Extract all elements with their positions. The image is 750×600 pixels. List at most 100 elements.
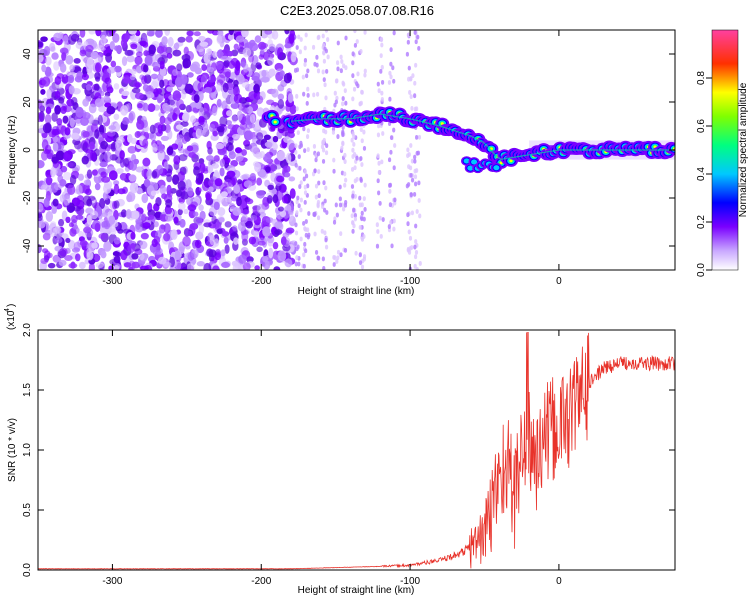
heatmap-cell [88,242,95,254]
heatmap-cell [344,100,348,106]
heatmap-cell [62,34,69,45]
x-tick-label: -300 [102,576,122,587]
heatmap-cell [172,112,178,121]
heatmap-cell [256,190,265,199]
heatmap-cell [236,179,243,185]
heatmap-cell [294,222,298,228]
heatmap-cell [54,105,61,115]
heatmap-cell [295,45,299,50]
heatmap-cell [94,222,101,233]
heatmap-cell [320,228,324,234]
heatmap-cell [406,212,410,218]
heatmap-cell [52,135,59,143]
heatmap-cell [272,135,279,143]
heatmap-cell [159,66,167,77]
y-tick-label: 0.0 [22,563,33,577]
heatmap-cell [407,65,411,71]
heatmap-cell [267,184,274,191]
heatmap-cell [120,38,128,48]
heatmap-cell [129,182,139,194]
heatmap-cell [82,195,92,206]
heatmap-cell [256,203,266,215]
heatmap-cell [78,261,86,270]
heatmap-cell [322,180,326,186]
heatmap-cell [149,124,156,134]
y-multiplier-close: ) [6,304,17,307]
heatmap-cell [222,82,229,93]
heatmap-cell [187,187,194,197]
heatmap-cell [113,265,120,270]
heatmap-cell [151,143,158,154]
heatmap-cell [335,78,339,84]
heatmap-cell [303,58,308,63]
heatmap-cell [305,100,309,106]
heatmap-cell [163,223,171,234]
heatmap-cell [262,226,271,238]
heatmap-cell [316,151,321,157]
heatmap-cell [410,177,415,183]
heatmap-cell [228,151,236,160]
heatmap-cell [294,261,298,267]
heatmap-cell [94,183,101,191]
heatmap-cell [295,255,299,261]
heatmap-cell [113,113,120,120]
heatmap-cell [173,216,179,224]
heatmap-cell [299,37,303,42]
heatmap-cell [172,69,178,76]
heatmap-cell [175,124,184,130]
heatmap-cell [315,62,319,68]
heatmap-cell [201,180,210,192]
bottom-x-ticks: -300 -200 -100 0 [102,330,562,587]
heatmap-cell [284,258,293,268]
heatmap-cell [154,30,163,38]
heatmap-cell [306,93,310,98]
heatmap-cell [79,240,88,247]
heatmap-cell [306,147,310,152]
heatmap-cell [160,135,170,142]
heatmap-cell [38,99,43,109]
heatmap-cell [312,143,317,149]
heatmap-cell [379,53,383,59]
x-tick-label: -100 [400,276,420,287]
heatmap-cell [232,207,242,216]
heatmap-cell [224,196,233,203]
heatmap-cell [326,37,330,42]
heatmap-cell [351,228,355,234]
colorbar-tick-label: 0.2 [696,215,707,229]
heatmap-cell [344,65,348,71]
heatmap-cell [286,139,295,151]
heatmap-cell [265,166,271,173]
heatmap-cell [393,197,397,203]
heatmap-cell [221,231,230,237]
heatmap-cell [264,30,273,35]
heatmap-cell [171,143,179,150]
heatmap-cell [243,126,251,138]
heatmap-cell [98,106,106,113]
heatmap-cell [274,221,283,229]
heatmap-cell [406,153,410,159]
heatmap-cell [413,80,417,86]
heatmap-cell [65,55,74,65]
heatmap-cell [128,260,136,270]
heatmap-cell [388,188,392,194]
heatmap-cell [284,30,290,35]
heatmap-cell [260,76,270,83]
heatmap-cell [72,205,81,212]
heatmap-cell [323,82,327,88]
heatmap-cell [181,135,188,145]
heatmap-cell [152,61,160,69]
heatmap-cell [219,167,225,177]
heatmap-cell [167,129,173,140]
heatmap-cell [389,47,393,52]
heatmap-cell [255,78,263,85]
heatmap-cell [414,39,418,45]
heatmap-cell [316,199,321,205]
heatmap-cell [191,61,201,70]
y-tick-label: 20 [22,96,33,108]
heatmap-cell [113,83,120,90]
heatmap-cell [233,93,243,104]
heatmap-cell [76,70,84,81]
heatmap-cell [296,130,300,136]
heatmap-cell [339,252,343,258]
heatmap-cell [379,68,383,74]
